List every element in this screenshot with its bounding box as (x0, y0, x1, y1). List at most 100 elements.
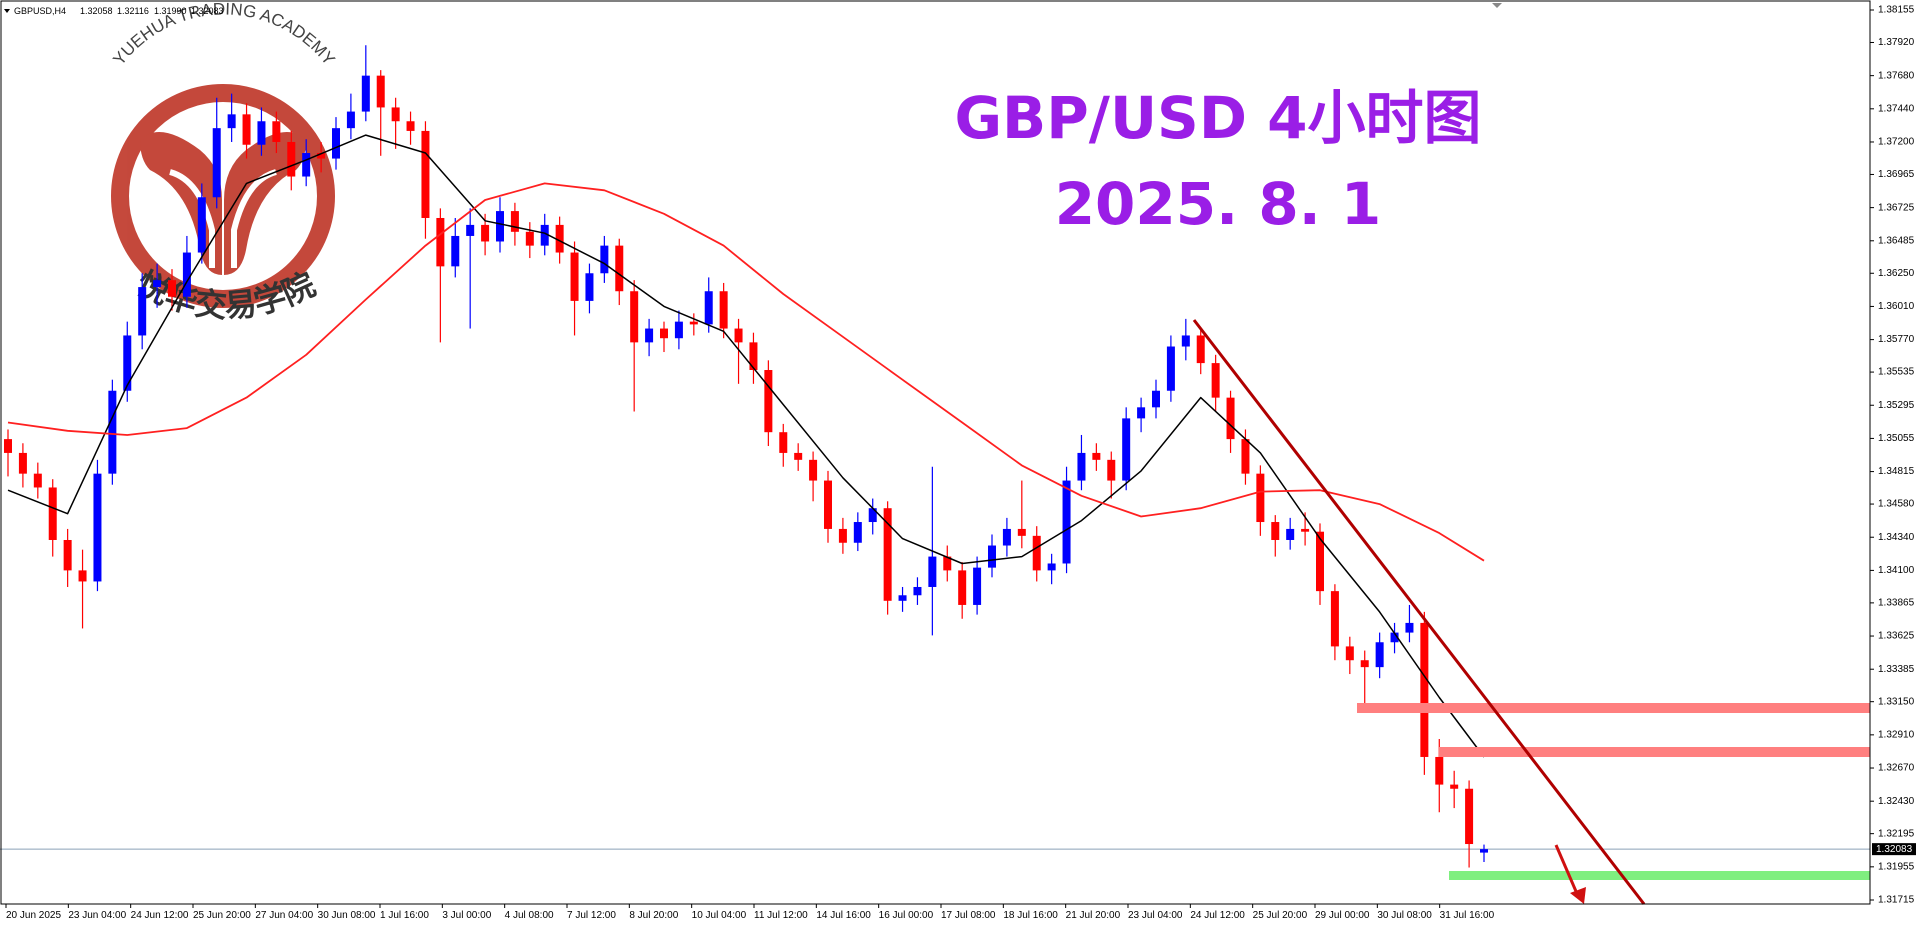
x-tick-label: 24 Jul 12:00 (1190, 910, 1245, 921)
candle-body (138, 287, 147, 336)
candle-body (943, 556, 952, 571)
x-tick-label: 30 Jul 08:00 (1377, 910, 1432, 921)
x-tick-label: 24 Jun 12:00 (131, 910, 189, 921)
arrow-shaft (1554, 844, 1580, 897)
support-zone (1449, 871, 1870, 880)
candle-body (1032, 535, 1041, 571)
candle-body (555, 224, 564, 253)
x-tick-label: 30 Jun 08:00 (318, 910, 376, 921)
y-tick-label: 1.37440 (1878, 103, 1915, 114)
candle-body (674, 321, 683, 339)
x-tick-label: 29 Jul 00:00 (1315, 910, 1370, 921)
candle-body (4, 439, 12, 453)
x-tick-label: 31 Jul 16:00 (1440, 910, 1495, 921)
candle-body (376, 75, 385, 108)
candle-body (689, 321, 698, 325)
x-tick-label: 27 Jun 04:00 (255, 910, 313, 921)
candle-body (1286, 528, 1295, 540)
candle-body (451, 235, 460, 267)
y-tick-label: 1.33150 (1878, 696, 1915, 707)
candle-body (153, 280, 162, 288)
candle-body (749, 342, 758, 371)
y-tick-label: 1.33865 (1878, 598, 1915, 609)
candle-body (1047, 563, 1056, 571)
candle-body (1107, 459, 1116, 481)
candle-body (1316, 531, 1324, 592)
candle-body (1390, 632, 1399, 643)
candle-body (78, 570, 87, 582)
candle-body (361, 75, 370, 112)
candle-body (1465, 788, 1474, 845)
y-tick-label: 1.33385 (1878, 664, 1915, 675)
candle-body (1062, 480, 1071, 564)
candle-body (272, 121, 281, 142)
plot (0, 45, 1870, 868)
candle-body (182, 252, 191, 297)
y-tick-label: 1.35295 (1878, 400, 1915, 411)
candle-body (779, 432, 788, 453)
candle-body (197, 197, 206, 253)
candle-body (510, 211, 519, 232)
candle-body (1092, 452, 1101, 460)
candle-body (212, 128, 221, 198)
y-tick-label: 1.35535 (1878, 367, 1915, 378)
x-tick-label: 4 Jul 08:00 (505, 910, 554, 921)
logo-stroke (169, 169, 215, 268)
candle-body (958, 570, 967, 605)
candle-body (1345, 646, 1354, 661)
x-tick-label: 7 Jul 12:00 (567, 910, 616, 921)
candle-body (1211, 363, 1220, 398)
y-tick-label: 1.37680 (1878, 70, 1915, 81)
moving-average (7, 182, 1485, 562)
candle-body (496, 211, 504, 242)
candle-body (600, 245, 609, 274)
header-open: 1.32058 (80, 6, 113, 16)
x-tick-label: 11 Jul 12:00 (754, 910, 808, 921)
y-tick-label: 1.34340 (1878, 532, 1915, 543)
candle-body (764, 370, 773, 433)
candle-body (1256, 473, 1265, 523)
candle-body (928, 556, 937, 587)
candle-body (1480, 849, 1488, 853)
candle-body (630, 291, 639, 343)
candle-body (809, 459, 818, 481)
header-high: 1.32116 (117, 6, 149, 16)
candle-body (1450, 784, 1459, 789)
candle-body (794, 452, 803, 460)
x-tick-label: 8 Jul 20:00 (629, 910, 678, 921)
candle-body (108, 390, 117, 474)
candle-body (1077, 452, 1086, 481)
candle-body (317, 153, 326, 159)
x-tick-label: 21 Jul 20:00 (1066, 910, 1121, 921)
candle-body (287, 141, 296, 177)
candle-body (1405, 622, 1414, 633)
candle-body (123, 335, 132, 391)
x-tick-label: 23 Jul 04:00 (1128, 910, 1183, 921)
candle-body (1301, 528, 1310, 532)
chart-title: GBP/USD 4小时图 (954, 84, 1481, 152)
trend-line (1192, 319, 1646, 905)
candle-body (973, 567, 982, 605)
x-tick-label: 20 Jun 2025 (6, 910, 61, 921)
x-tick-label: 14 Jul 16:00 (816, 910, 871, 921)
x-tick-label: 23 Jun 04:00 (68, 910, 126, 921)
candle-body (570, 252, 579, 301)
candle-body (168, 280, 176, 297)
y-tick-label: 1.35770 (1878, 334, 1915, 345)
y-tick-label: 1.36010 (1878, 301, 1915, 312)
candle-body (391, 107, 400, 122)
candle-body (1360, 660, 1369, 668)
candle-body (436, 217, 445, 267)
candle-body (525, 231, 534, 246)
plot-frame (0, 0, 1871, 905)
candle-body (988, 545, 996, 568)
candle-body (734, 328, 743, 343)
candle-body (1017, 528, 1026, 536)
candle-body (406, 121, 415, 131)
header-low: 1.31990 (154, 6, 187, 16)
scroll-marker (1492, 3, 1502, 8)
candle-body (883, 508, 892, 601)
header-arrow (4, 9, 10, 13)
candle-body (421, 130, 430, 218)
